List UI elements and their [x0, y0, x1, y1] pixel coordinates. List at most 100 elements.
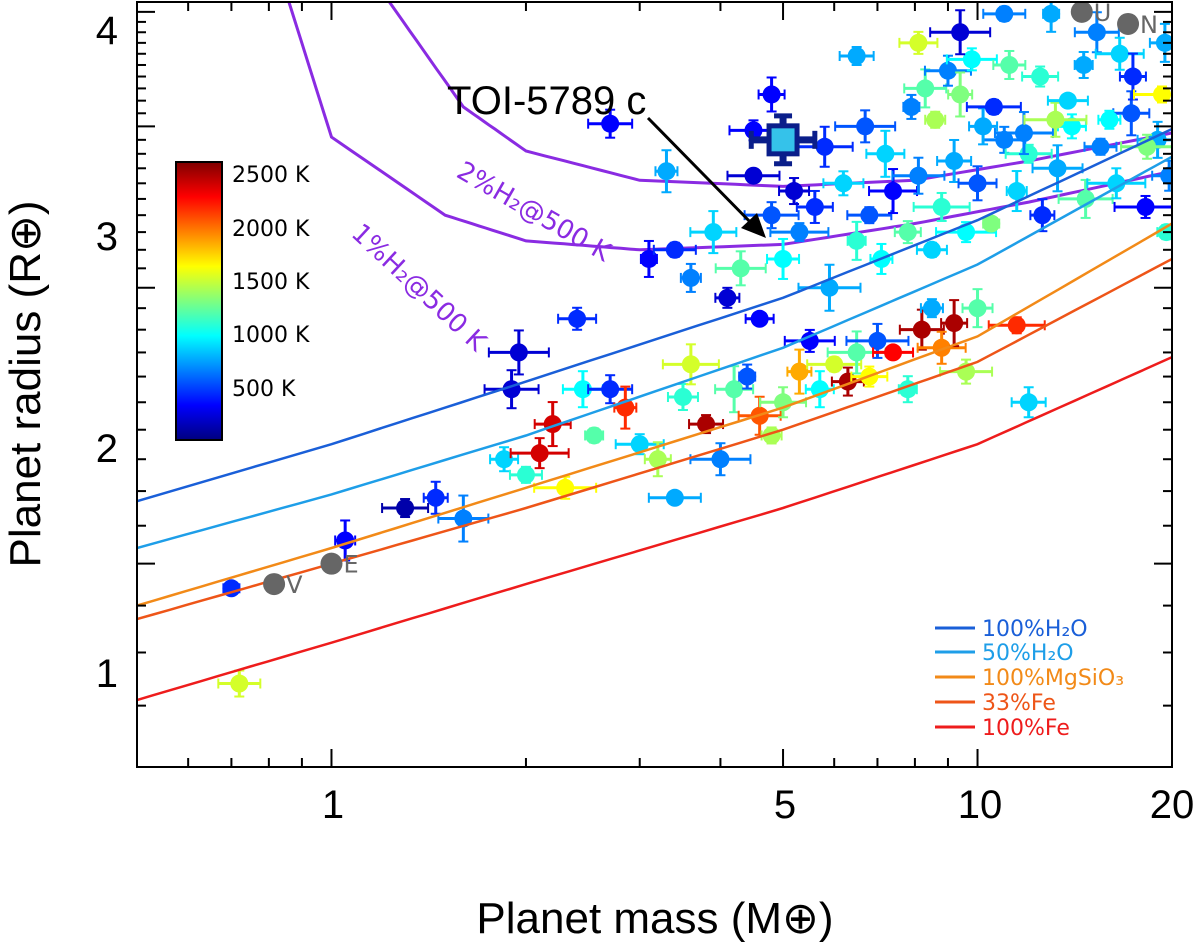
- planet-point-marker: [1160, 166, 1172, 185]
- planet-point-marker: [681, 355, 700, 374]
- planet-point-marker: [945, 314, 964, 333]
- planet-point-marker: [984, 97, 1003, 116]
- planet-point-marker: [825, 355, 844, 374]
- planet-point: [795, 125, 854, 168]
- planet-point-marker: [744, 166, 763, 185]
- planet-point: [902, 93, 921, 120]
- planet-point: [766, 237, 801, 280]
- planet-point-marker: [516, 465, 535, 484]
- planet-point: [822, 170, 865, 197]
- colorbar-label-1000: 1000 K: [232, 323, 310, 348]
- composition-curve-33pctfe: [137, 257, 1172, 621]
- colorbar-label-2000: 2000 K: [232, 217, 310, 242]
- planet-point: [654, 149, 679, 194]
- solar-planet-e: [320, 552, 343, 575]
- composition-curve-100pctmgsio3: [137, 222, 1172, 607]
- planet-point-marker: [681, 268, 700, 287]
- planet-point: [846, 220, 867, 261]
- planet-point: [838, 45, 875, 66]
- planet-point-marker: [860, 206, 879, 225]
- planet-point: [679, 262, 702, 293]
- target-annotation-arrow: [646, 116, 760, 232]
- planet-point-marker: [718, 288, 737, 307]
- planet-point-marker: [762, 85, 781, 104]
- planet-point-marker: [1048, 159, 1067, 178]
- planet-point-marker: [1031, 67, 1050, 86]
- planet-point-marker: [1100, 110, 1119, 129]
- planet-point-marker: [800, 331, 819, 350]
- planet-point: [743, 201, 800, 230]
- target-marker: [766, 123, 800, 157]
- planet-point-marker: [1062, 117, 1081, 136]
- planet-point-marker: [847, 46, 866, 65]
- planet-point: [898, 30, 939, 55]
- solar-planet-label-e: E: [343, 551, 358, 579]
- envelope-label-2pct: 2%H₂@500 K: [452, 156, 617, 269]
- planet-point: [508, 465, 543, 484]
- colorbar-gradient: [175, 161, 223, 441]
- composition-curve-100pctfe: [137, 355, 1172, 702]
- planet-point-marker: [1107, 174, 1126, 193]
- planet-point: [1021, 65, 1060, 88]
- solar-planet-label-u: U: [1094, 0, 1112, 27]
- planet-points: [217, 2, 1172, 698]
- legend-label-100-fe: 100%Fe: [982, 716, 1070, 741]
- planet-point-marker: [774, 249, 793, 268]
- planet-point-marker: [909, 33, 928, 52]
- composition-curve-100pcth2o: [137, 127, 1172, 503]
- planet-point-marker: [884, 343, 903, 362]
- planet-point-marker: [790, 223, 809, 242]
- planet-point-marker: [648, 450, 667, 469]
- planet-point-marker: [982, 214, 1001, 233]
- legend-label-100-h2o: 100%H₂O: [982, 617, 1088, 642]
- planet-point: [666, 382, 699, 411]
- planet-point-marker: [630, 435, 649, 454]
- planet-point: [509, 437, 570, 470]
- planet-point: [903, 68, 948, 109]
- legend-label-33-fe: 33%Fe: [982, 691, 1056, 716]
- y-tick-label-4: 4: [96, 9, 118, 53]
- planet-point: [769, 222, 830, 243]
- planet-point: [1113, 194, 1172, 219]
- planet-point: [652, 240, 697, 259]
- planet-point-marker: [509, 343, 528, 362]
- planet-point-marker: [995, 130, 1014, 149]
- planet-point: [912, 191, 971, 222]
- planet-point-marker: [790, 362, 809, 381]
- planet-point-marker: [1058, 91, 1077, 110]
- solar-planet-label-n: N: [1140, 11, 1158, 39]
- planet-point: [726, 166, 781, 185]
- plot-area: V E U N: [137, 0, 1172, 702]
- planet-point-marker: [922, 299, 941, 318]
- planet-point: [1133, 85, 1172, 104]
- planet-point-marker: [454, 509, 473, 528]
- planet-point: [584, 426, 605, 445]
- planet-point: [1097, 109, 1122, 130]
- planet-point: [929, 9, 992, 56]
- planet-point-marker: [820, 278, 839, 297]
- planet-point: [587, 108, 634, 139]
- x-tick-label-5: 5: [774, 783, 796, 827]
- planet-point-marker: [995, 4, 1014, 23]
- planet-point-marker: [834, 174, 853, 193]
- planet-point-marker: [968, 299, 987, 318]
- planet-point: [744, 309, 775, 328]
- y-tick-label-2: 2: [96, 427, 118, 471]
- planet-point: [557, 306, 598, 331]
- colorbar-label-500: 500 K: [232, 377, 296, 402]
- planet-point: [778, 177, 811, 206]
- planet-point-marker: [711, 450, 730, 469]
- planet-point-marker: [922, 240, 941, 259]
- planet-point: [924, 110, 947, 129]
- planet-point: [945, 47, 998, 72]
- planet-point-marker: [657, 162, 676, 181]
- planet-point-marker: [1007, 182, 1026, 201]
- plot-frame: [136, 1, 1173, 768]
- planet-point-marker: [556, 478, 575, 497]
- planet-point-marker: [568, 309, 587, 328]
- planet-point-marker: [738, 367, 757, 386]
- planet-point: [783, 328, 836, 353]
- planet-point: [797, 263, 862, 312]
- planet-point: [804, 370, 835, 409]
- envelope-label-1pct: 1%H₂@500 K: [345, 218, 492, 358]
